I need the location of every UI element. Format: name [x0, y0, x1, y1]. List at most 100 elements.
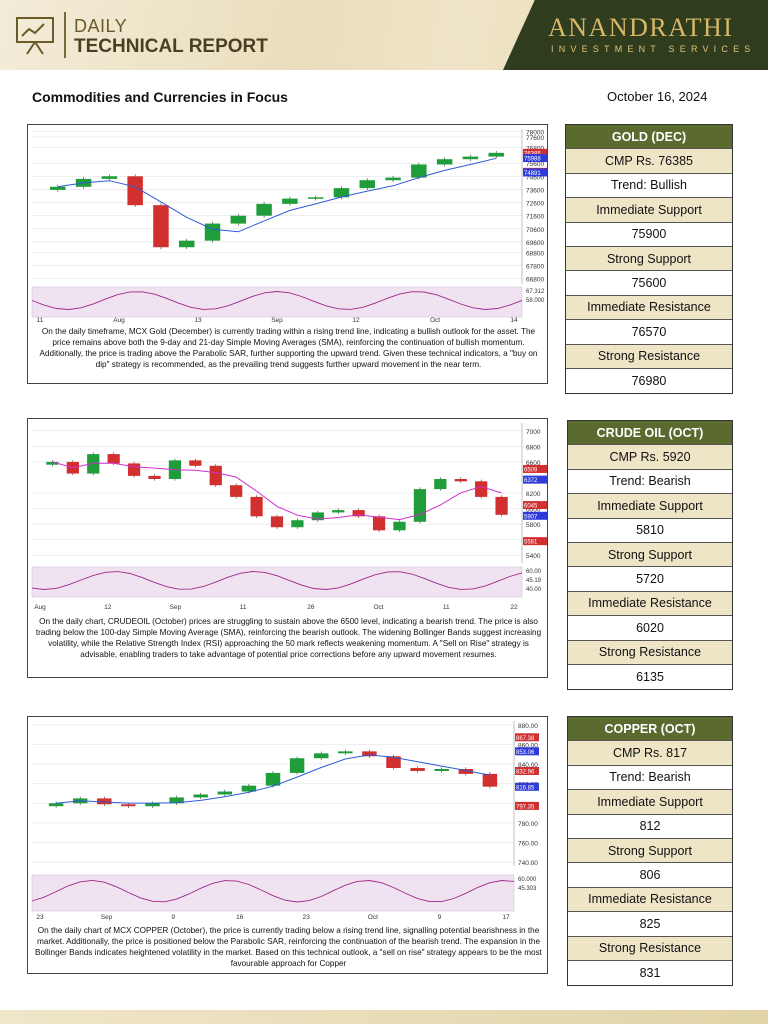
candle-body [458, 769, 474, 774]
x-tick-label: 12 [352, 317, 360, 324]
rsi-line [31, 571, 523, 590]
rsi-label: 58.000 [526, 298, 545, 304]
table-row: 75600 [566, 271, 732, 296]
price-label: 74891 [524, 171, 541, 177]
candle-body [386, 756, 401, 769]
candle-body [145, 803, 160, 807]
price-label-box [523, 511, 547, 520]
candle-body [289, 758, 305, 773]
table-row: 812 [568, 815, 732, 839]
y-tick-label: 74600 [526, 174, 544, 181]
candle-body [107, 454, 120, 464]
candle-body [393, 521, 406, 531]
candle-body [250, 496, 263, 517]
moving-average-line [52, 461, 502, 521]
table-row: Immediate Resistance [566, 295, 732, 321]
y-tick-label: 780.00 [518, 821, 538, 828]
candle-body [411, 164, 427, 178]
candle-body [462, 156, 479, 160]
candle-body [230, 485, 243, 497]
y-tick-label: 740.00 [518, 860, 538, 867]
rsi-label: 60.00 [526, 569, 542, 575]
x-tick-label: 22 [510, 604, 518, 611]
price-label-box [523, 475, 547, 484]
candle-body [436, 159, 453, 165]
candle-body [101, 176, 118, 179]
price-label: 6372 [524, 478, 538, 484]
candle-body [148, 475, 161, 479]
y-tick-label: 70600 [526, 227, 544, 234]
crude-levels-table: CRUDE OIL (OCT) CMP Rs. 5920 Trend: Bearis… [567, 420, 733, 691]
candle-body [46, 461, 59, 465]
table-row: 6135 [636, 670, 664, 685]
table-header: COPPER (OCT) [568, 717, 732, 742]
x-tick-label: 17 [502, 914, 510, 921]
table-row: CMP Rs. 817 [568, 741, 732, 766]
table-row: Trend: Bearish [568, 766, 732, 791]
candle-body [410, 768, 425, 771]
candle-body [475, 481, 488, 497]
gold-description: On the daily timeframe, MCX Gold (Decemb… [39, 327, 538, 369]
price-label-box [515, 767, 539, 776]
candle-body [434, 479, 447, 490]
table-row: Immediate Resistance [568, 591, 732, 617]
candle-body [50, 186, 66, 190]
candle-body [97, 798, 112, 805]
rsi-panel [31, 874, 515, 912]
candle-body [311, 512, 324, 521]
gold-chart: 7800077600768007560074600736007260071600… [31, 129, 547, 324]
price-label-box [523, 154, 547, 163]
crude-chart-card: 7000680066006200600058005600540065096372… [27, 418, 548, 678]
price-label: 797.35 [516, 804, 535, 810]
x-tick-label: 23 [36, 914, 44, 921]
candle-body [193, 794, 208, 798]
y-tick-label: 840.00 [518, 762, 538, 769]
header-report-title: TECHNICAL REPORT [74, 36, 268, 57]
x-tick-label: Oct [430, 317, 440, 324]
table-row: 5810 [568, 519, 732, 543]
candle-body [332, 510, 345, 513]
table-header: GOLD (DEC) [566, 125, 732, 150]
moving-average-line [57, 157, 497, 233]
table-row: 76570 [566, 320, 732, 345]
crude-description: On the daily chart, CRUDEOIL (October) p… [35, 617, 542, 659]
y-tick-label: 6800 [526, 444, 541, 451]
table-row: Strong Resistance [568, 640, 732, 665]
x-tick-label: Oct [368, 914, 378, 921]
x-tick-label: 26 [307, 604, 315, 611]
table-row: Immediate Support [566, 198, 732, 223]
price-label-box [515, 733, 539, 742]
price-label: 5907 [524, 514, 538, 520]
table-row: Strong Support [568, 838, 732, 864]
rsi-panel [31, 566, 523, 598]
candle-body [241, 785, 257, 792]
y-tick-label: 77600 [526, 135, 544, 142]
candle-body [482, 773, 498, 787]
price-label-box [523, 464, 547, 473]
moving-average-line [56, 754, 490, 804]
table-row: Strong Support [566, 246, 732, 272]
candle-body [359, 180, 375, 189]
candle-body [270, 516, 284, 528]
table-row: Trend: Bearish [568, 470, 732, 495]
candle-body [313, 753, 329, 759]
y-tick-label: 7000 [526, 429, 541, 436]
crude-chart: 7000680066006200600058005600540065096372… [31, 423, 547, 611]
candle-body [454, 479, 467, 482]
table-row: 76980 [631, 374, 667, 389]
brand-logo-text: ANANDRATHI [548, 13, 734, 42]
candle-body [413, 489, 427, 522]
table-row: Immediate Resistance [568, 887, 732, 913]
x-tick-label: Aug [34, 604, 46, 611]
y-tick-label: 69600 [526, 240, 544, 247]
x-tick-label: 23 [303, 914, 311, 921]
report-date: October 16, 2024 [607, 89, 708, 104]
rsi-line [31, 879, 515, 903]
header-divider [64, 12, 66, 58]
brand-subtitle: INVESTMENT SERVICES [551, 44, 756, 54]
rsi-label: 60.000 [518, 877, 537, 883]
x-tick-label: 9 [171, 914, 175, 921]
rsi-label: 67.312 [526, 289, 545, 295]
gold-chart-card: 7800077600768007560074600736007260071600… [27, 124, 548, 384]
table-row: Trend: Bullish [566, 174, 732, 199]
